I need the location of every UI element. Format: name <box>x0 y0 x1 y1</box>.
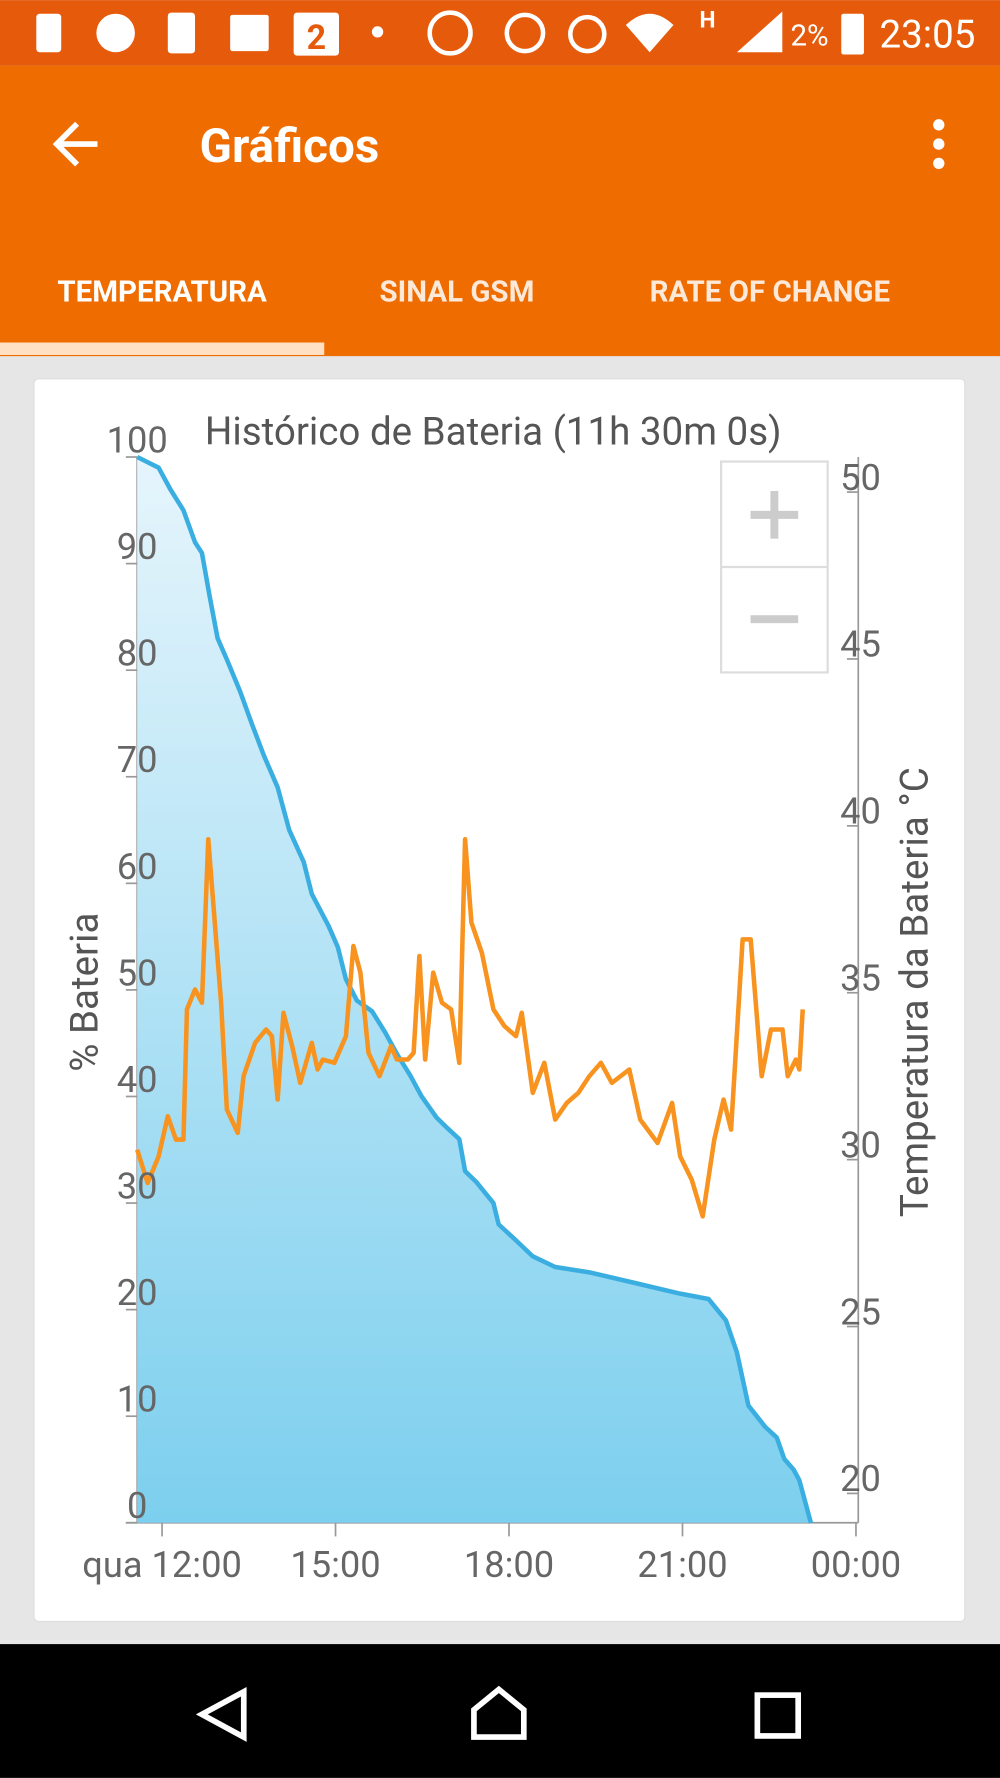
area <box>137 457 811 1523</box>
y-tick-label: 10 <box>117 1378 158 1421</box>
y-tick-label: 40 <box>117 1058 158 1101</box>
chart-title: Histórico de Bateria (11h 30m 0s) <box>205 410 782 455</box>
back-button[interactable] <box>52 121 98 167</box>
tab[interactable]: RATE OF CHANGE <box>650 276 891 310</box>
y2-tick-label: 25 <box>840 1290 881 1333</box>
status-bar <box>0 0 1000 66</box>
chart: 0 10 20 30 40 50 60 70 80 90 100 20 25 30 35 40 45 50 qua … <box>82 418 901 1586</box>
tab[interactable]: TEMPERATURA <box>57 276 267 310</box>
y2-tick-label: 45 <box>840 623 881 666</box>
zoom-in[interactable] <box>750 491 799 539</box>
x-tick-label: 15:00 <box>290 1543 380 1586</box>
y-tick-label: 60 <box>117 845 158 888</box>
y-tick-label: 70 <box>117 738 158 781</box>
x-tick-label: 00:00 <box>811 1543 901 1586</box>
nav-bar <box>0 1644 1000 1778</box>
status-icons <box>36 10 864 56</box>
y2-tick-label: 35 <box>840 956 881 999</box>
x-tick-label: qua 12:00 <box>82 1543 242 1586</box>
y-tick-label: 80 <box>117 632 158 675</box>
y-axis-label: % Bateria <box>63 913 108 1072</box>
badge: 2 <box>307 18 327 58</box>
nav-recents[interactable] <box>754 1692 802 1739</box>
y-tick-label: 0 <box>127 1484 147 1527</box>
y2-tick-label: 20 <box>840 1457 881 1500</box>
y2-tick-label: 40 <box>840 790 881 833</box>
zoom-control <box>719 460 829 674</box>
line <box>135 836 805 1219</box>
y-tick-label: 30 <box>117 1165 158 1208</box>
y-tick-label: 90 <box>117 525 158 568</box>
x-tick-label: 21:00 <box>637 1543 727 1586</box>
x-tick-label: 18:00 <box>464 1543 554 1586</box>
line <box>136 454 814 1524</box>
nav-home[interactable] <box>471 1685 527 1740</box>
y-tick-label: 20 <box>117 1271 158 1314</box>
y2-tick-label: 30 <box>840 1123 881 1166</box>
app-bar <box>0 65 1000 357</box>
y2-axis-label: Temperatura da Bateria °C <box>892 767 937 1217</box>
app-title: Gráficos <box>200 118 380 174</box>
clock: 23:05 <box>879 13 975 58</box>
nav-back[interactable] <box>195 1686 247 1742</box>
y-tick-label: 100 <box>107 418 168 461</box>
menu-button[interactable] <box>933 119 945 170</box>
battery-level: 2% <box>790 19 828 53</box>
network-type: H <box>699 6 715 33</box>
y2-tick-label: 50 <box>840 456 881 499</box>
tab[interactable]: SINAL GSM <box>379 276 534 310</box>
y-tick-label: 50 <box>117 951 158 994</box>
tab-indicator <box>0 342 325 355</box>
